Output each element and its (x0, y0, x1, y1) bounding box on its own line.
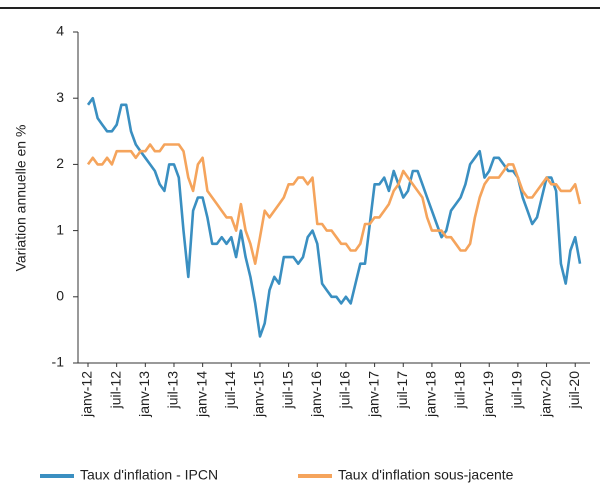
x-tick-label: juil-17 (394, 371, 410, 410)
y-tick-label: 3 (56, 89, 64, 105)
y-tick-label: 0 (56, 288, 64, 304)
x-tick-label: juil-12 (107, 371, 123, 410)
x-tick-label: juil-14 (222, 371, 238, 410)
x-tick-label: juil-15 (279, 371, 295, 410)
x-tick-label: juil-13 (165, 371, 181, 410)
series-line (86, 96, 582, 338)
x-tick-label: juil-19 (509, 371, 525, 410)
x-tick-label: janv-12 (79, 371, 95, 418)
y-tick-label: 2 (56, 155, 64, 171)
legend-label: Taux d'inflation - IPCN (80, 467, 218, 483)
x-tick-label: juil-16 (337, 371, 353, 410)
x-tick-label: janv-16 (308, 371, 324, 418)
x-tick-label: janv-19 (480, 371, 496, 418)
legend-label: Taux d'inflation sous-jacente (338, 467, 514, 483)
y-tick-label: 4 (56, 23, 64, 39)
x-tick-label: janv-13 (136, 371, 152, 418)
x-tick-label: janv-20 (537, 371, 553, 418)
x-tick-label: juil-18 (451, 371, 467, 410)
x-tick-label: juil-20 (566, 371, 582, 410)
y-axis-label: Variation annuelle en % (13, 125, 29, 272)
x-tick-label: janv-15 (251, 371, 267, 418)
x-tick-label: janv-18 (423, 371, 439, 418)
y-tick-label: 1 (56, 221, 64, 237)
series-line (86, 143, 582, 265)
x-tick-label: janv-14 (193, 371, 209, 418)
y-tick-label: -1 (52, 354, 65, 370)
x-tick-label: janv-17 (365, 371, 381, 418)
